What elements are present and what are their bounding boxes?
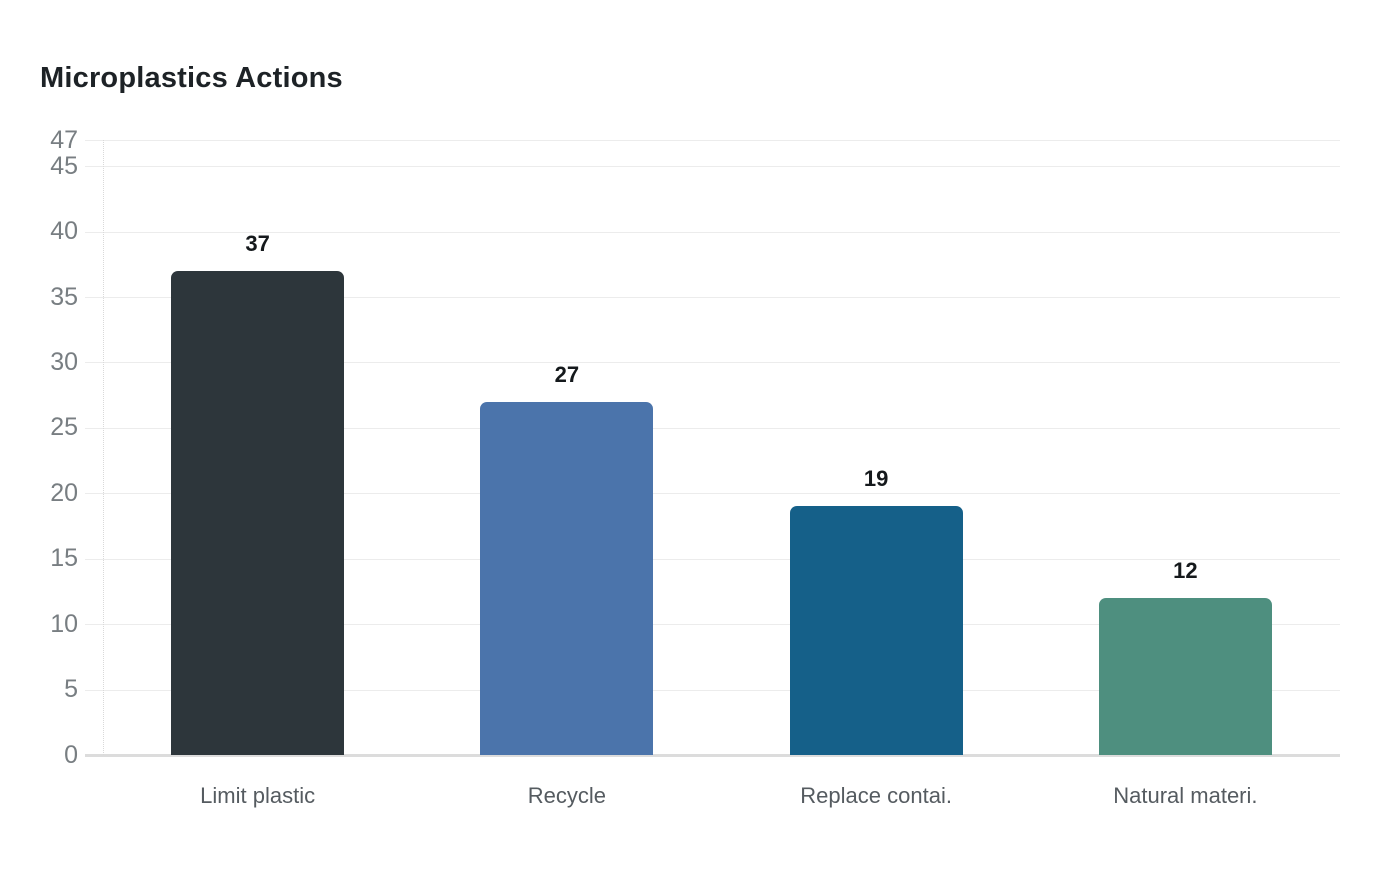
gridline xyxy=(85,297,1340,299)
chart-title: Microplastics Actions xyxy=(40,62,343,94)
y-tick-label: 15 xyxy=(50,544,78,573)
y-tick-label: 45 xyxy=(50,151,78,180)
gridline xyxy=(85,231,1340,233)
x-category-label: Replace contai. xyxy=(800,783,952,808)
gridline xyxy=(85,689,1340,691)
y-tick-label: 10 xyxy=(50,609,78,638)
gridline xyxy=(85,362,1340,364)
gridline xyxy=(85,493,1340,495)
bar xyxy=(480,401,654,755)
y-tick-label: 40 xyxy=(50,217,78,246)
y-tick-label: 30 xyxy=(50,347,78,376)
bar xyxy=(1098,597,1272,755)
gridline xyxy=(85,166,1340,168)
x-category-label: Natural materi. xyxy=(1113,783,1258,808)
y-tick-label: 0 xyxy=(64,740,78,769)
gridline xyxy=(85,427,1340,429)
y-tick-label: 35 xyxy=(50,282,78,311)
x-category-label: Recycle xyxy=(527,783,606,808)
y-tick-label: 5 xyxy=(64,675,78,704)
gridline xyxy=(85,624,1340,626)
y-tick-label: 25 xyxy=(50,413,78,442)
gridline xyxy=(85,558,1340,560)
x-axis-baseline xyxy=(85,754,1340,757)
x-category-label: Limit plastic xyxy=(200,783,316,808)
bar-value-label: 37 xyxy=(245,230,270,256)
bar-value-label: 27 xyxy=(554,361,580,387)
bar-value-label: 19 xyxy=(863,466,889,492)
plot-area: 0 5 10 15 20 25 30 35 40 45 47 37 Limit plastic 27 Re… xyxy=(50,127,1340,808)
y-tick-label: 20 xyxy=(50,478,78,507)
bar xyxy=(789,506,963,755)
y-axis-line xyxy=(103,140,104,755)
gridline xyxy=(85,140,1340,141)
bar-value-label: 12 xyxy=(1173,557,1198,583)
bar xyxy=(171,270,345,755)
y-tick-label: 47 xyxy=(50,125,78,154)
